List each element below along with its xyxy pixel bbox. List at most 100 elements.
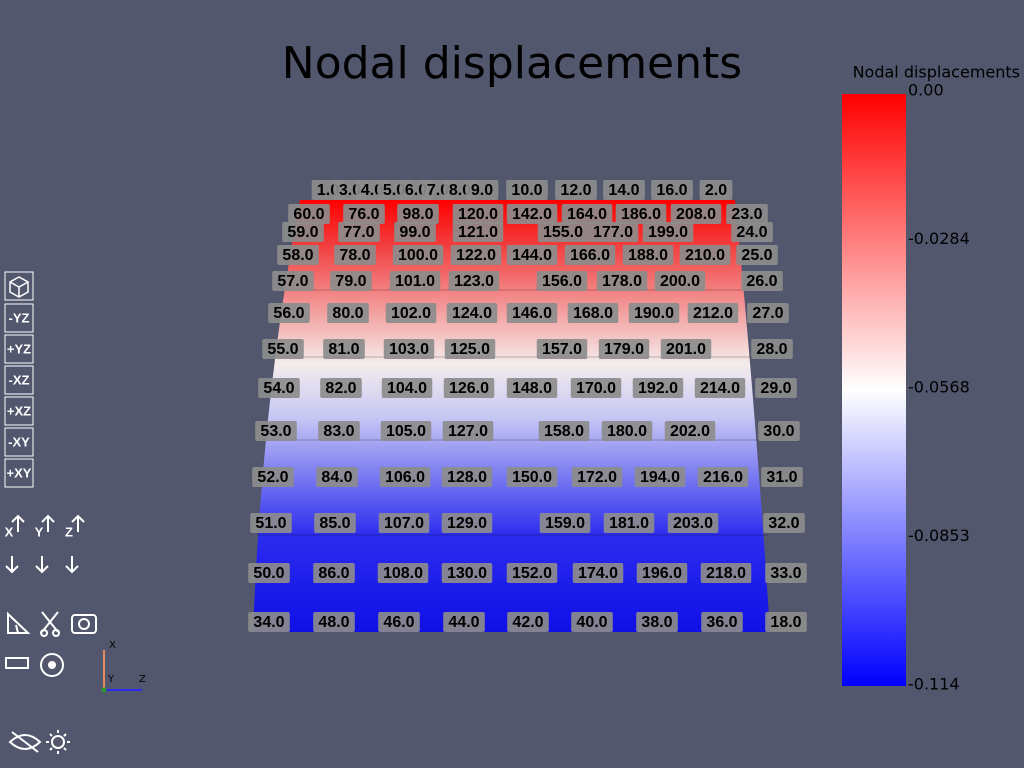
node-label-text: 6.0 — [405, 182, 427, 199]
view-button-frame — [4, 365, 34, 395]
node-label-text: 156.0 — [542, 273, 582, 290]
node-label: 199.0 — [642, 222, 694, 242]
node-label-text: 129.0 — [447, 515, 487, 532]
node-label-text: 174.0 — [578, 565, 618, 582]
view-button[interactable]: -XY — [4, 427, 34, 457]
node-label-box — [670, 204, 722, 224]
node-label-box — [567, 303, 619, 323]
node-label: 152.0 — [506, 563, 558, 583]
node-label-text: 121.0 — [458, 224, 498, 241]
node-label-text: 150.0 — [512, 469, 552, 486]
node-label-box — [603, 180, 645, 200]
view-button-label: -XY — [8, 434, 30, 449]
node-label-box — [603, 513, 655, 533]
node-label-text: 55.0 — [267, 341, 298, 358]
arrow-down-icons[interactable] — [5, 556, 79, 574]
node-label: 166.0 — [564, 245, 616, 265]
node-label: 208.0 — [670, 204, 722, 224]
node-label-box — [250, 513, 292, 533]
view-button[interactable]: -XZ — [4, 365, 34, 395]
node-label-box — [316, 467, 358, 487]
node-label: 203.0 — [667, 513, 719, 533]
node-label: 104.0 — [381, 378, 433, 398]
axis-button[interactable]: Z — [65, 514, 85, 539]
cut-icon[interactable] — [40, 611, 61, 637]
node-label-text: 52.0 — [257, 469, 288, 486]
colorbar-label: 0.00 — [908, 81, 944, 100]
node-label-box — [636, 612, 678, 632]
axis-button[interactable]: Y — [35, 514, 55, 539]
node-label-box — [571, 612, 613, 632]
node-label-text: 42.0 — [512, 614, 543, 631]
node-label-box — [389, 271, 441, 291]
view-button[interactable]: -YZ — [4, 303, 34, 333]
node-label: 159.0 — [539, 513, 591, 533]
node-label: 26.0 — [741, 271, 783, 291]
node-label-text: 166.0 — [570, 247, 610, 264]
isometric-button[interactable] — [4, 271, 34, 301]
node-label-box — [444, 339, 496, 359]
node-label-box — [282, 222, 324, 242]
node-label: 40.0 — [571, 612, 613, 632]
ruler-icon[interactable] — [5, 657, 29, 669]
node-label-text: 168.0 — [573, 305, 613, 322]
axis-button-label: X — [5, 524, 14, 539]
node-label-text: 18.0 — [770, 614, 801, 631]
node-label-box — [660, 339, 712, 359]
node-label-text: 53.0 — [260, 423, 291, 440]
node-label-text: 79.0 — [335, 273, 366, 290]
node-label-text: 10.0 — [511, 182, 542, 199]
node-label-text: 99.0 — [399, 224, 430, 241]
node-label-box — [507, 612, 549, 632]
node-label: 172.0 — [571, 467, 623, 487]
node-label-text: 125.0 — [450, 341, 490, 358]
axis-button-label: Z — [65, 524, 73, 539]
node-label-text: 104.0 — [387, 380, 427, 397]
node-label-text: 23.0 — [731, 206, 762, 223]
node-label: 78.0 — [334, 245, 376, 265]
node-label-box — [506, 180, 548, 200]
node-label-text: 28.0 — [756, 341, 787, 358]
mesh-lines — [257, 289, 768, 536]
light-icon[interactable] — [51, 735, 65, 749]
hide-icon[interactable] — [8, 731, 42, 753]
node-label: 53.0 — [255, 421, 297, 441]
view-button[interactable]: +XY — [4, 458, 34, 488]
node-label-text: 130.0 — [447, 565, 487, 582]
angle-icon[interactable] — [7, 611, 31, 634]
node-label-box — [697, 467, 749, 487]
axis-button[interactable]: X — [5, 514, 25, 539]
node-label: 155.0 — [537, 222, 589, 242]
node-label: 202.0 — [664, 421, 716, 441]
colorbar-label: -0.0853 — [908, 526, 970, 545]
camera-icon[interactable] — [71, 614, 97, 634]
node-label: 101.0 — [389, 271, 441, 291]
view-button[interactable]: +XZ — [4, 396, 34, 426]
node-label-box — [536, 271, 588, 291]
node-label-box — [761, 467, 803, 487]
node-label-text: 58.0 — [282, 247, 313, 264]
node-label: 36.0 — [701, 612, 743, 632]
node-label-text: 144.0 — [512, 247, 552, 264]
node-label-box — [539, 513, 591, 533]
node-label: 16.0 — [651, 180, 693, 200]
node-label-text: 46.0 — [383, 614, 414, 631]
node-label: 28.0 — [751, 339, 793, 359]
view-button-label: +YZ — [7, 341, 31, 356]
node-label-text: 212.0 — [693, 305, 733, 322]
node-label-box — [465, 180, 499, 200]
node-label-box — [327, 303, 369, 323]
node-label-box — [642, 222, 694, 242]
node-label-text: 54.0 — [263, 380, 294, 397]
node-label-text: 26.0 — [746, 273, 777, 290]
node-label: 24.0 — [731, 222, 773, 242]
node-label: 84.0 — [316, 467, 358, 487]
center-icon[interactable] — [40, 653, 64, 677]
arrow-up-icon — [41, 514, 55, 532]
node-label-box — [262, 339, 304, 359]
node-label-text: 194.0 — [640, 469, 680, 486]
node-label: 86.0 — [313, 563, 355, 583]
view-button[interactable]: +YZ — [4, 334, 34, 364]
node-label: 81.0 — [323, 339, 365, 359]
node-label-box — [747, 303, 789, 323]
